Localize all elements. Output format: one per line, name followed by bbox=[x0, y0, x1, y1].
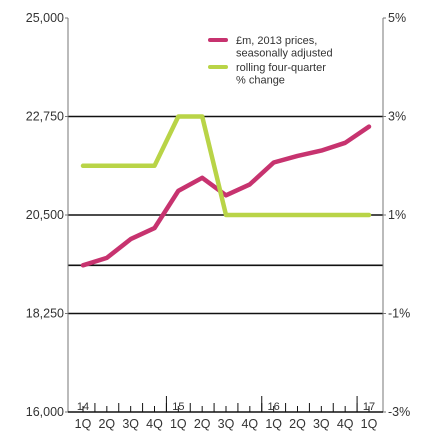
x-tick-label: 2Q bbox=[289, 417, 306, 431]
series-line-1 bbox=[80, 124, 372, 268]
right-axis-tick-labels: -3% -1% 1% 3% 5% bbox=[383, 11, 410, 419]
right-tick-label: 3% bbox=[388, 110, 406, 124]
x-tick-label: 4Q bbox=[337, 417, 354, 431]
x-tick-label: 4Q bbox=[146, 417, 163, 431]
left-tick-label: 16,000 bbox=[26, 405, 64, 419]
x-tick-label: 1Q bbox=[361, 417, 378, 431]
left-axis-tick-labels: 16,000 18,250 20,500 22,750 25,000 bbox=[26, 11, 68, 419]
year-label: 15 bbox=[172, 401, 184, 413]
legend: £m, 2013 prices,seasonally adjusted rolli… bbox=[208, 35, 333, 87]
x-tick-label: 1Q bbox=[265, 417, 282, 431]
legend-label-1: £m, 2013 prices, bbox=[236, 35, 317, 47]
x-tick-label: 2Q bbox=[194, 417, 211, 431]
x-tick-label: 3Q bbox=[313, 417, 330, 431]
x-tick-label: 4Q bbox=[241, 417, 258, 431]
x-tick-label: 3Q bbox=[218, 417, 235, 431]
right-tick-label: -3% bbox=[388, 405, 410, 419]
left-tick-label: 20,500 bbox=[26, 208, 64, 222]
left-tick-label: 25,000 bbox=[26, 11, 64, 25]
left-tick-label: 18,250 bbox=[26, 307, 64, 321]
right-tick-label: 1% bbox=[388, 208, 406, 222]
series-lines bbox=[80, 114, 372, 268]
left-tick-label: 22,750 bbox=[26, 110, 64, 124]
year-label: 14 bbox=[77, 401, 89, 413]
series-line-2 bbox=[80, 114, 372, 218]
year-label: 16 bbox=[268, 401, 280, 413]
x-tick-label: 1Q bbox=[170, 417, 187, 431]
legend-label-1: seasonally adjusted bbox=[236, 48, 333, 60]
legend-label-2: rolling four-quarter bbox=[236, 62, 326, 74]
year-label: 17 bbox=[363, 401, 375, 413]
right-tick-label: 5% bbox=[388, 11, 406, 25]
x-tick-label: 3Q bbox=[122, 417, 139, 431]
legend-label-2: % change bbox=[236, 75, 285, 87]
right-tick-label: -1% bbox=[388, 307, 410, 321]
x-tick-label: 2Q bbox=[98, 417, 115, 431]
x-axis-ticks: 1Q 2Q 3Q 4Q 1Q 2Q 3Q 4Q 1Q 2Q 3Q 4Q 1Q 14 15 16 17 bbox=[75, 396, 378, 431]
x-tick-label: 1Q bbox=[75, 417, 92, 431]
